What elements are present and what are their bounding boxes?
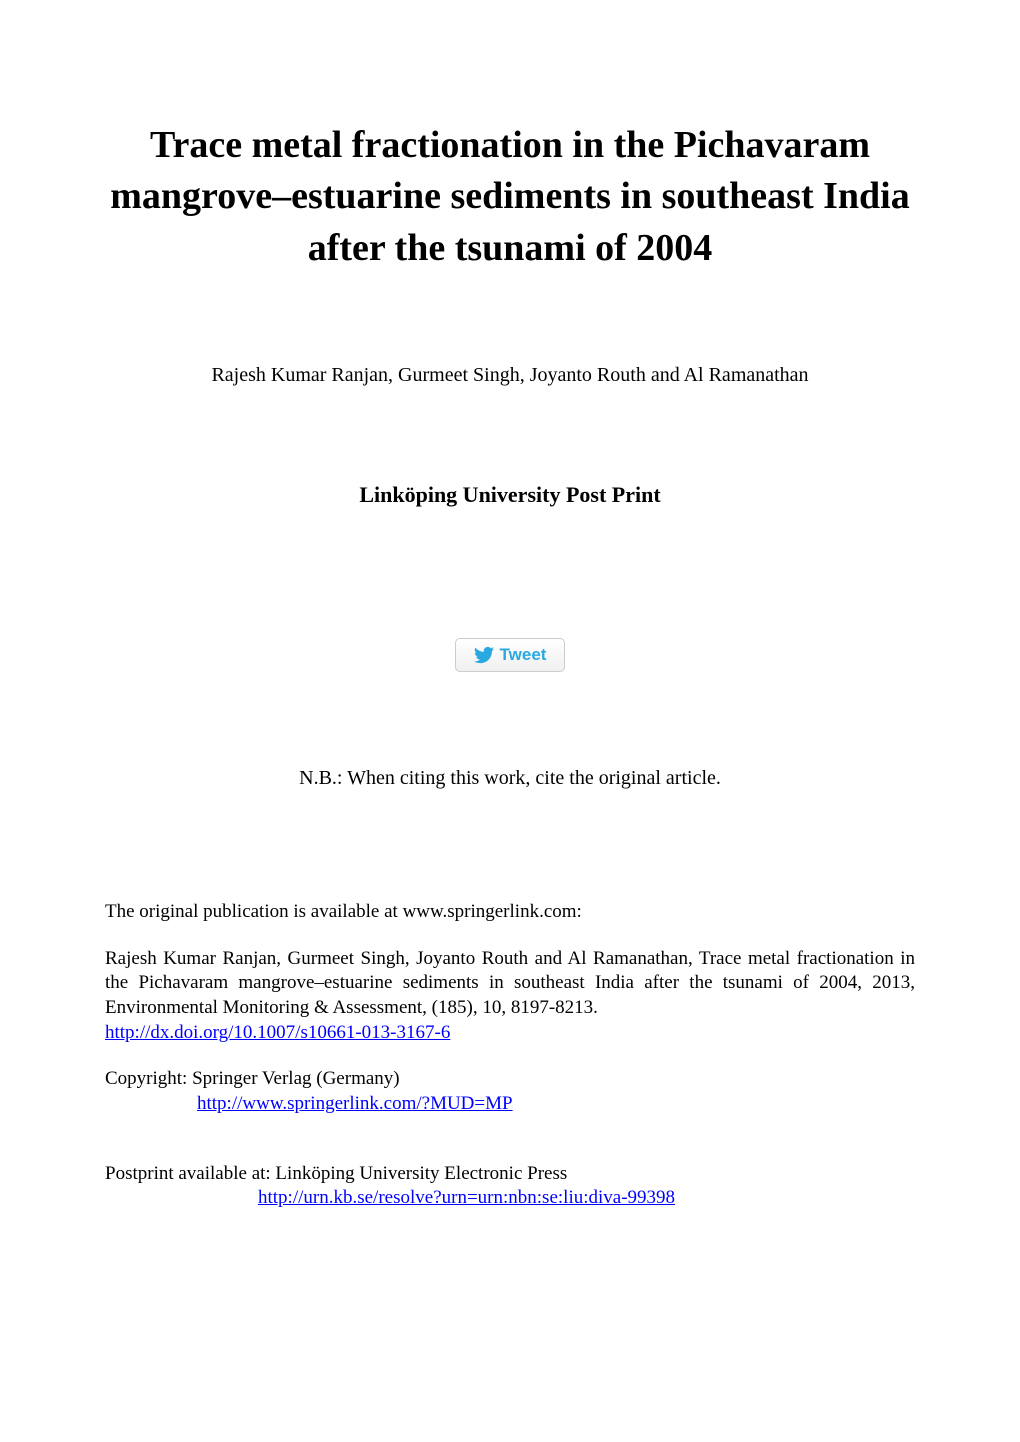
citation-text: Rajesh Kumar Ranjan, Gurmeet Singh, Joya… — [105, 948, 915, 1018]
tweet-button[interactable]: Tweet — [455, 638, 565, 672]
publisher-link[interactable]: http://www.springerlink.com/?MUD=MP — [197, 1093, 513, 1114]
tweet-button-label: Tweet — [500, 645, 547, 665]
postprint-heading: Linköping University Post Print — [105, 482, 915, 508]
availability-note: The original publication is available at… — [105, 900, 915, 925]
document-title: Trace metal fractionation in the Pichava… — [105, 120, 915, 274]
nb-citation-note: N.B.: When citing this work, cite the or… — [105, 767, 915, 790]
postprint-availability-label: Postprint available at: Linköping Univer… — [105, 1163, 567, 1184]
twitter-bird-icon — [474, 645, 494, 665]
postprint-availability-block: Postprint available at: Linköping Univer… — [105, 1162, 915, 1211]
urn-link[interactable]: http://urn.kb.se/resolve?urn=urn:nbn:se:… — [258, 1187, 675, 1208]
copyright-label: Copyright: Springer Verlag (Germany) — [105, 1068, 400, 1089]
authors-line: Rajesh Kumar Ranjan, Gurmeet Singh, Joya… — [105, 364, 915, 387]
citation-block: Rajesh Kumar Ranjan, Gurmeet Singh, Joya… — [105, 947, 915, 1046]
doi-link[interactable]: http://dx.doi.org/10.1007/s10661-013-316… — [105, 1022, 450, 1043]
copyright-block: Copyright: Springer Verlag (Germany) htt… — [105, 1067, 915, 1116]
